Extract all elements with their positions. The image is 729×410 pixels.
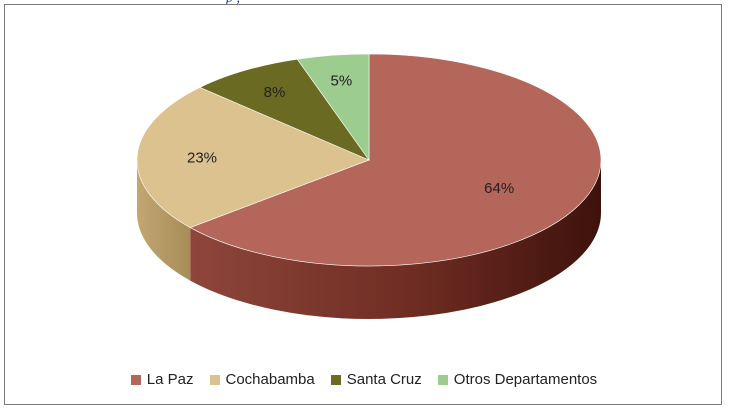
chart-legend: La Paz Cochabamba Santa Cruz Otros Departam… xyxy=(5,371,723,388)
pie-side-la-paz xyxy=(190,160,602,319)
page-caption-fragment: p , xyxy=(226,0,240,7)
data-label-cochabamba: 23% xyxy=(187,150,217,167)
legend-label-santa-cruz: Santa Cruz xyxy=(346,371,422,388)
legend-label-la-paz: La Paz xyxy=(146,371,194,388)
data-label-otros-departamentos: 5% xyxy=(331,72,353,89)
pie-chart: 64% 23% 8% 5% xyxy=(136,53,602,319)
legend-swatch-cochabamba xyxy=(209,374,220,385)
chart-frame: 64% 23% 8% 5% La Paz Cochabamba Santa Cruz Otr… xyxy=(4,4,722,405)
legend-swatch-otros-departamentos xyxy=(437,374,448,385)
pie-slice-santa-cruz xyxy=(199,58,370,161)
legend-item-santa-cruz: Santa Cruz xyxy=(330,371,422,388)
top-strip: p , xyxy=(0,0,729,8)
pie-side-cochabamba xyxy=(137,160,191,281)
pie-side-walls xyxy=(137,160,602,319)
legend-item-la-paz: La Paz xyxy=(130,371,194,388)
pie-top-faces xyxy=(136,53,602,267)
pie-slice-otros-departamentos xyxy=(296,53,370,161)
data-label-santa-cruz: 8% xyxy=(264,84,286,101)
legend-label-cochabamba: Cochabamba xyxy=(225,371,315,388)
legend-item-otros-departamentos: Otros Departamentos xyxy=(437,371,598,388)
pie-data-labels: 64% 23% 8% 5% xyxy=(187,72,514,197)
legend-swatch-la-paz xyxy=(130,374,141,385)
pie-slice-cochabamba xyxy=(136,87,370,228)
pie-slice-la-paz xyxy=(189,53,602,267)
legend-label-otros-departamentos: Otros Departamentos xyxy=(453,371,598,388)
legend-item-cochabamba: Cochabamba xyxy=(209,371,315,388)
data-label-la-paz: 64% xyxy=(484,180,514,197)
legend-swatch-santa-cruz xyxy=(330,374,341,385)
